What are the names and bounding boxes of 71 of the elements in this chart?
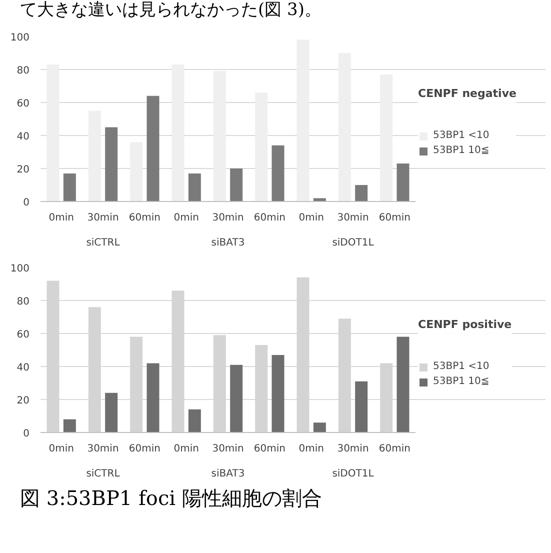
bar	[46, 64, 60, 202]
x-tick-label: 0min	[298, 212, 324, 224]
y-tick-label: 60	[16, 98, 30, 110]
bar	[255, 92, 268, 202]
x-tick-label: 30min	[87, 212, 119, 224]
x-tick-label: 30min	[87, 444, 119, 455]
y-tick-label: 100	[10, 32, 30, 44]
text: siBAT3	[211, 468, 245, 480]
bar	[230, 365, 243, 433]
y-tick-label: 40	[16, 132, 30, 143]
bar	[380, 74, 393, 202]
bar	[188, 174, 201, 202]
y-tick-label: 60	[16, 330, 30, 341]
text: siCTRL	[86, 238, 120, 249]
x-tick-label: 0min	[174, 212, 199, 224]
y-tick-label: 20	[16, 396, 30, 407]
legend-label: 53BP1 10≦	[433, 145, 490, 156]
bar	[146, 96, 160, 202]
bar	[105, 393, 118, 433]
bar	[355, 185, 368, 202]
x-tick-label: 30min	[337, 444, 369, 455]
bar	[88, 111, 101, 202]
x-tick-label: 0min	[48, 212, 74, 224]
x-tick-label: 0min	[174, 444, 199, 455]
text: siDOT1L	[332, 238, 374, 249]
caption: 図 3:53BP1 foci 陽性細胞の割合	[20, 486, 322, 510]
bar	[313, 422, 326, 433]
y-tick-label: 80	[16, 66, 30, 77]
bar	[63, 174, 76, 202]
bar	[63, 420, 76, 433]
bar	[396, 164, 410, 202]
x-tick-label: 30min	[337, 212, 369, 224]
bar	[188, 410, 201, 433]
bar	[272, 146, 284, 202]
bar	[146, 364, 160, 433]
x-tick-label: 60min	[254, 212, 286, 224]
text: siCTRL	[86, 468, 120, 480]
x-tick-label: 30min	[212, 444, 244, 455]
bar	[355, 382, 368, 433]
text: て大きな違いは見られなかった(図 3)。	[20, 0, 322, 20]
legend-label: 53BP1 <10	[433, 130, 490, 142]
x-tick-label: 0min	[298, 444, 324, 455]
legend-label: 53BP1 <10	[433, 361, 490, 372]
x-tick-label: 30min	[212, 212, 244, 224]
y-tick-label: 40	[16, 362, 30, 374]
bar	[105, 128, 118, 202]
y-tick-label: 20	[16, 164, 30, 176]
bar	[172, 64, 184, 202]
y-tick-label: 0	[23, 428, 30, 440]
legend-title: CENPF positive	[418, 318, 512, 332]
x-tick-label: 60min	[378, 444, 410, 455]
y-tick-label: 100	[10, 264, 30, 275]
x-tick-label: 60min	[254, 444, 286, 455]
bar	[230, 168, 243, 202]
x-tick-label: 60min	[128, 212, 160, 224]
bar	[296, 40, 310, 202]
bar	[130, 142, 143, 202]
y-tick-label: 80	[16, 296, 30, 308]
bar	[313, 198, 326, 202]
y-tick-label: 0	[23, 198, 30, 209]
x-tick-label: 0min	[48, 444, 74, 455]
bar	[213, 72, 226, 202]
x-tick-label: 60min	[128, 444, 160, 455]
text: siBAT3	[211, 238, 245, 249]
x-tick-label: 60min	[378, 212, 410, 224]
text: siDOT1L	[332, 468, 374, 480]
legend-label: 53BP1 10≦	[433, 376, 490, 388]
legend-title: CENPF negative	[418, 87, 516, 100]
bar	[338, 53, 351, 202]
bar	[396, 337, 410, 433]
bar	[272, 355, 284, 433]
